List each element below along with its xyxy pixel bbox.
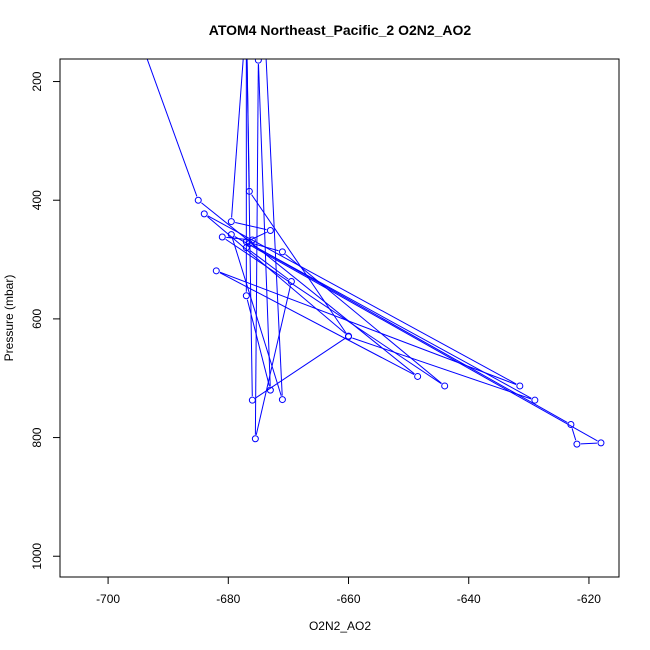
series-segment (246, 59, 250, 188)
data-point (414, 372, 422, 380)
y-axis: 200 400 600 800 1000 (30, 71, 61, 570)
data-point (441, 382, 449, 390)
plot-lines (146, 59, 598, 445)
series-segment (146, 59, 198, 197)
x-tick-label: -700 (96, 592, 120, 606)
data-point (254, 59, 262, 64)
y-tick-label: 800 (30, 427, 44, 447)
series-segment (571, 428, 577, 441)
data-point (345, 333, 353, 341)
series-segment (252, 245, 568, 423)
x-axis-label: O2N2_AO2 (309, 619, 371, 633)
series-segment (249, 231, 267, 241)
data-point (200, 210, 208, 218)
data-point (212, 267, 220, 275)
series-segment (232, 238, 282, 396)
series-segment (251, 194, 347, 334)
data-point (266, 386, 274, 394)
series-segment (246, 299, 270, 387)
data-point (287, 278, 295, 286)
data-point (278, 248, 286, 256)
data-point (531, 396, 539, 404)
y-tick-label: 400 (30, 190, 44, 210)
series-segment (249, 249, 289, 280)
data-point (242, 292, 250, 300)
x-tick-label: -680 (216, 592, 240, 606)
data-point (245, 187, 253, 195)
series-segment (234, 236, 598, 442)
y-axis-label: Pressure (mbar) (2, 275, 16, 362)
series-segment (252, 245, 532, 399)
data-point (567, 421, 575, 429)
data-point (248, 396, 256, 404)
data-point (516, 382, 524, 390)
plot-points (194, 59, 605, 448)
data-point (573, 440, 581, 448)
series-segment (250, 242, 279, 252)
data-point (227, 231, 235, 239)
series-segment (219, 272, 415, 376)
series-segment (352, 337, 532, 400)
x-axis: -700 -680 -660 -640 -620 (96, 576, 601, 606)
data-point (245, 240, 253, 248)
y-tick-label: 1000 (30, 543, 44, 570)
data-point (266, 226, 274, 234)
y-tick-label: 200 (30, 71, 44, 91)
data-point (278, 396, 286, 404)
data-point (597, 439, 605, 447)
series-segment (285, 254, 442, 384)
data-point (194, 196, 202, 204)
data-point (227, 218, 235, 226)
x-tick-label: -640 (457, 592, 481, 606)
series-segment (231, 59, 244, 218)
data-point (251, 435, 259, 443)
series-segment (225, 238, 442, 385)
series-segment (255, 337, 346, 399)
series-segment (207, 215, 517, 385)
series-segment (265, 59, 283, 396)
x-tick-label: -620 (577, 592, 601, 606)
data-point (218, 233, 226, 241)
series-segment (580, 442, 597, 445)
y-tick-label: 600 (30, 309, 44, 329)
chart-title: ATOM4 Northeast_Pacific_2 O2N2_AO2 (209, 22, 472, 38)
series-segment (235, 221, 267, 231)
x-tick-label: -660 (337, 592, 361, 606)
series-segment (255, 285, 292, 435)
series-segment (258, 64, 271, 387)
